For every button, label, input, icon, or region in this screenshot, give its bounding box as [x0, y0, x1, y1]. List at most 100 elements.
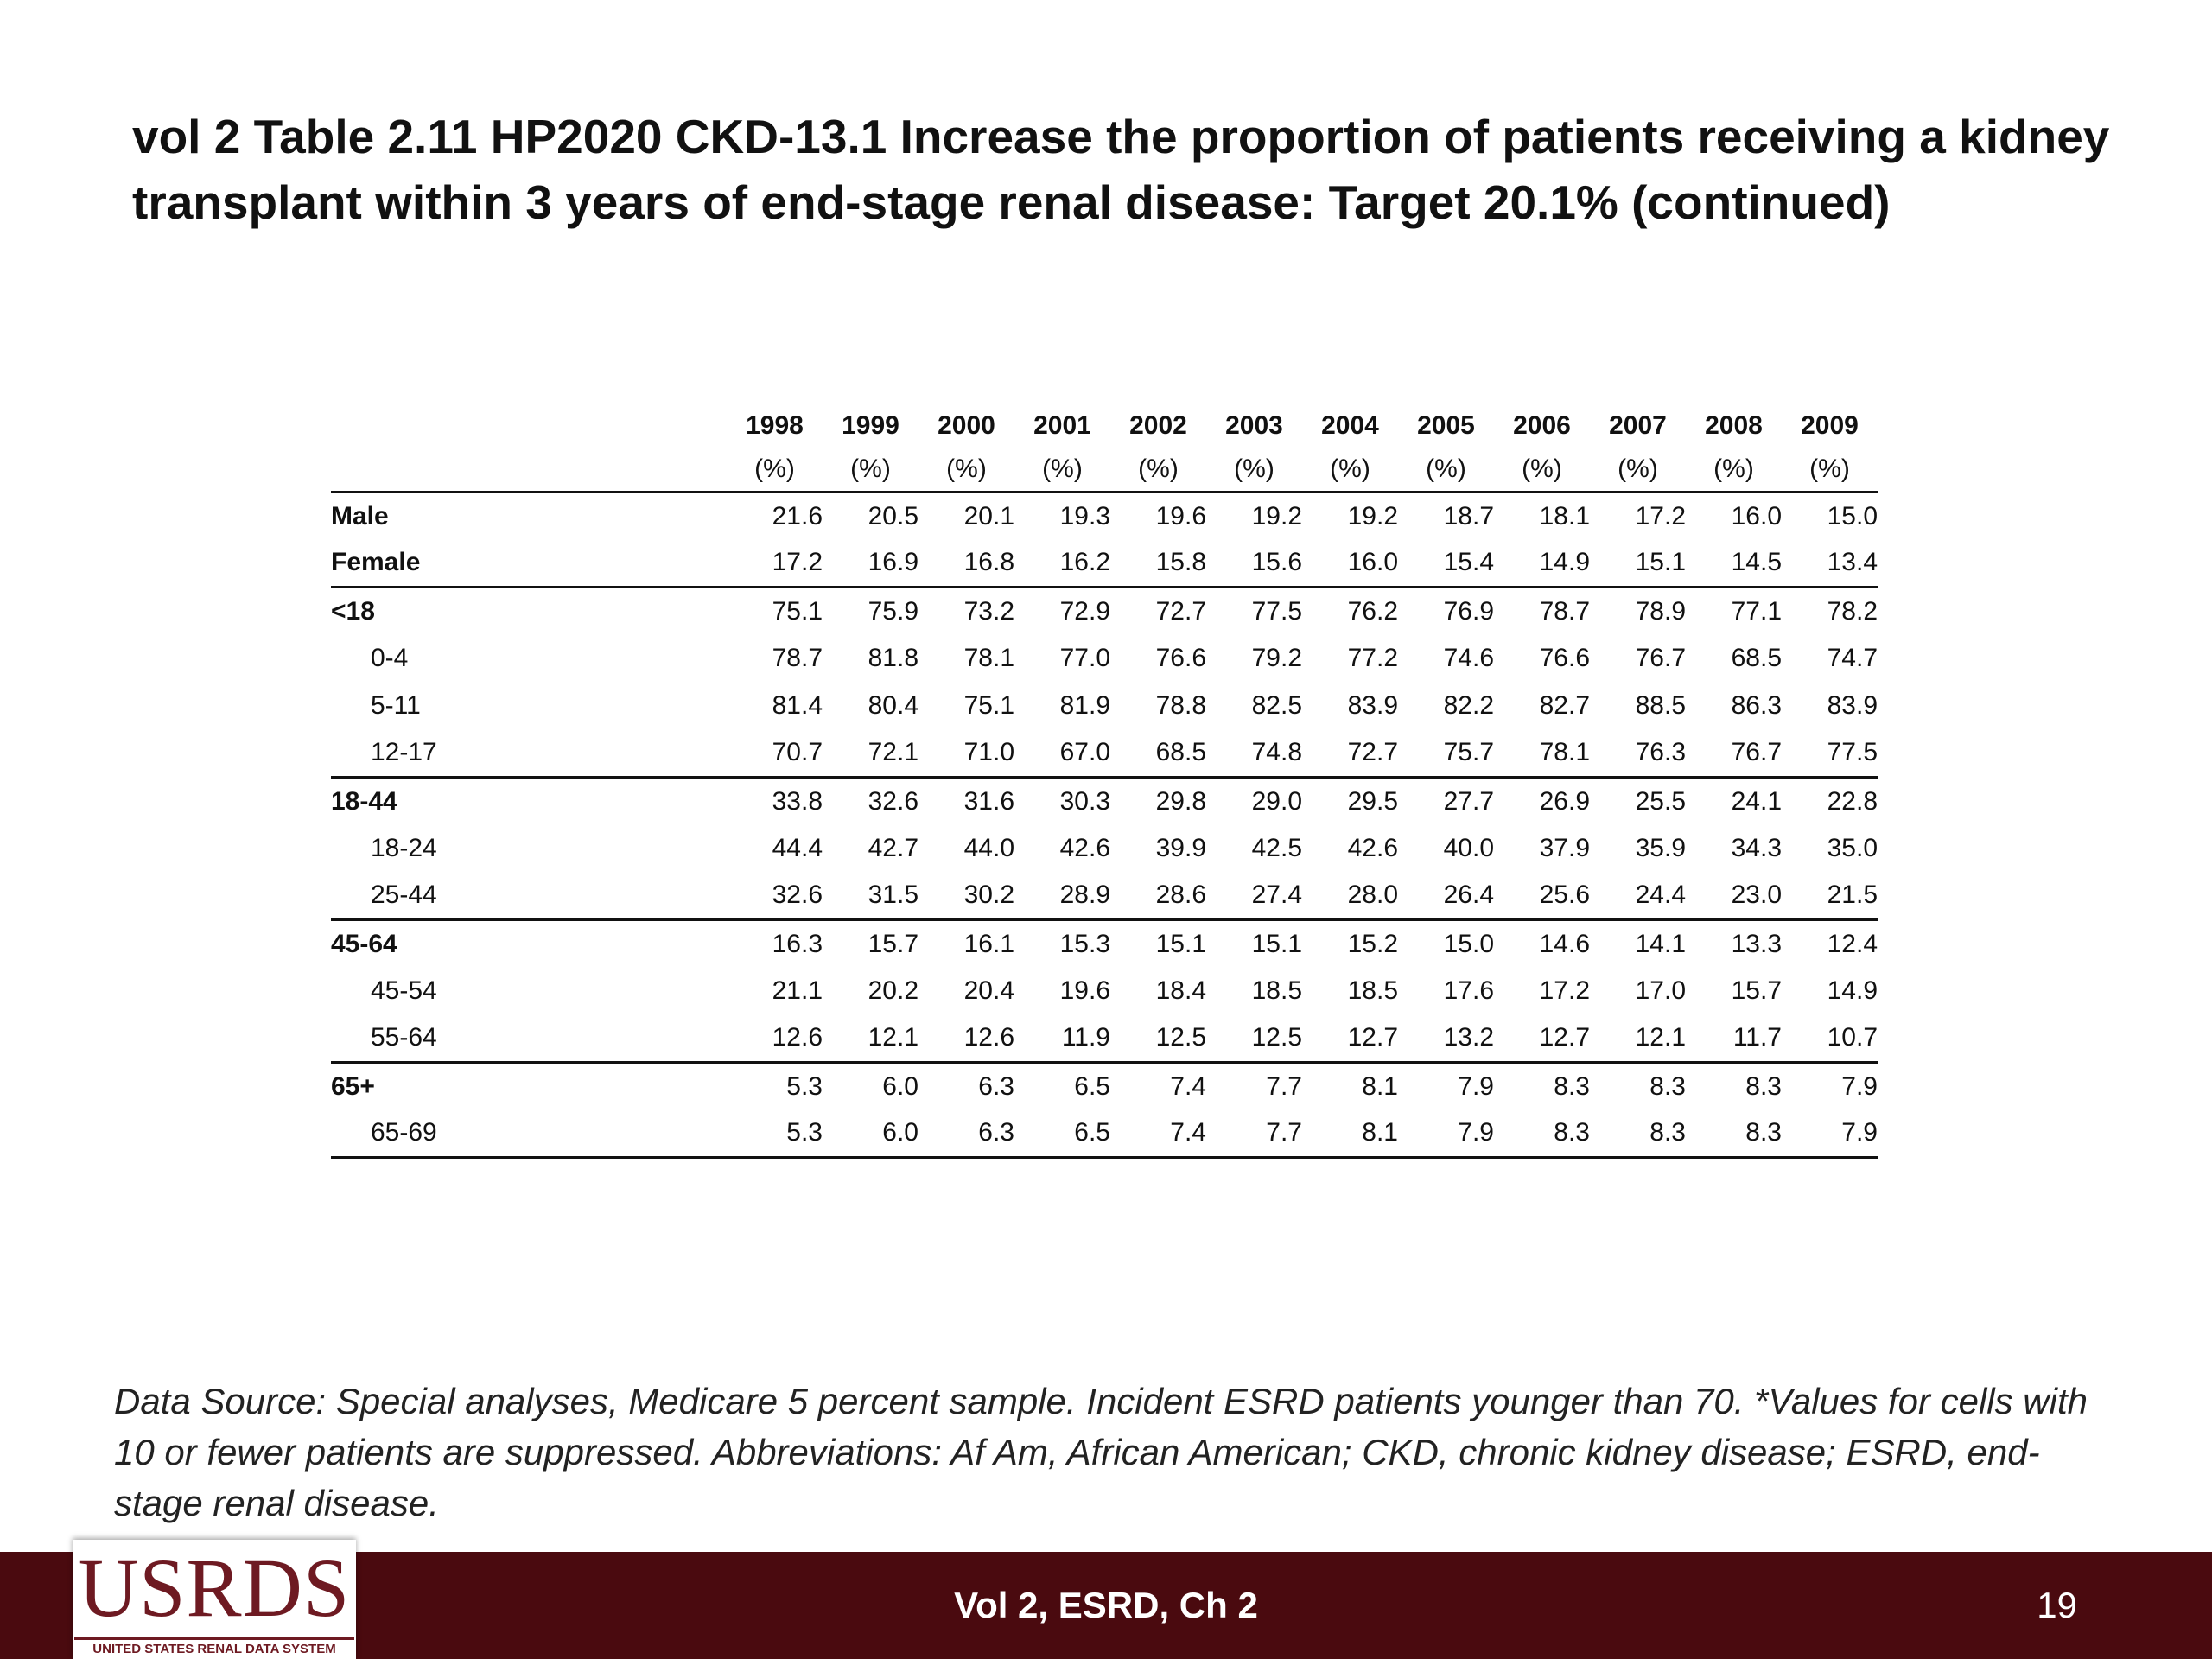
table-cell: 15.0	[1827, 501, 1878, 531]
table-cell: 29.5	[1302, 776, 1398, 825]
table-cell: 14.9	[1539, 548, 1590, 577]
table-cell: 75.1	[727, 586, 823, 635]
table-cell: 71.0	[963, 738, 1014, 767]
table-cell: 18.1	[1539, 501, 1590, 531]
table-cell: 78.9	[1590, 586, 1686, 635]
table-row: 12-17 70.7 72.1 71.0 67.0 68.5 74.8 72.7 75.7 78.…	[331, 730, 1878, 778]
table-cell: 82.7	[1539, 691, 1590, 720]
table-cell: 12.1	[1635, 1023, 1686, 1052]
table-cell: 16.3	[727, 918, 823, 968]
year-header-2001: 2001	[1033, 411, 1091, 440]
table-cell: 14.9	[1827, 976, 1878, 1005]
table-cell: 20.1	[963, 501, 1014, 531]
table-cell: 72.1	[868, 738, 918, 767]
table-cell: 76.9	[1398, 586, 1494, 635]
table-cell: 19.6	[1155, 501, 1206, 531]
unit-header: (%)	[1398, 448, 1494, 493]
unit-header: (%)	[1686, 448, 1782, 493]
year-header-row: 1998 1999 2000 2001 2002 2003 2004 2005 2006 2007…	[331, 404, 1878, 448]
year-header-2007: 2007	[1609, 411, 1667, 440]
table-cell: 11.7	[1732, 1023, 1782, 1052]
table-cell: 15.0	[1398, 918, 1494, 968]
table-row: 25-44 32.6 31.5 30.2 28.9 28.6 27.4 28.0 26.4 25.…	[331, 873, 1878, 920]
table-cell: 27.7	[1398, 776, 1494, 825]
table-cell: 77.5	[1827, 738, 1878, 767]
table-cell: 12.6	[772, 1023, 823, 1052]
table-cell: 83.9	[1827, 691, 1878, 720]
table-cell: 20.5	[868, 501, 918, 531]
table-header: 1998 1999 2000 2001 2002 2003 2004 2005 2006 2007…	[331, 404, 1878, 493]
table-cell: 40.0	[1443, 834, 1494, 862]
table-cell: 25.5	[1590, 776, 1686, 825]
table-cell: 81.9	[1059, 691, 1110, 720]
table-cell: 76.7	[1635, 644, 1686, 672]
table-cell: 28.9	[1059, 880, 1110, 910]
table-cell: 7.9	[1782, 1061, 1878, 1110]
logo-subtitle: UNITED STATES RENAL DATA SYSTEM	[92, 1642, 336, 1656]
row-label: 0-4	[371, 644, 409, 672]
table-cell: 82.2	[1443, 691, 1494, 720]
table-cell: 8.3	[1686, 1061, 1782, 1110]
table-cell: 79.2	[1251, 644, 1302, 672]
table-cell: 78.2	[1782, 586, 1878, 635]
table-cell: 75.9	[823, 586, 918, 635]
row-label: 18-24	[371, 834, 437, 862]
table-cell: 6.3	[918, 1109, 1014, 1159]
table-cell: 19.6	[1059, 976, 1110, 1005]
table-cell: 29.8	[1110, 776, 1206, 825]
table-cell: 8.3	[1686, 1109, 1782, 1159]
table-cell: 74.7	[1827, 644, 1878, 672]
row-label: 12-17	[371, 738, 437, 767]
table-cell: 20.2	[868, 976, 918, 1005]
year-header-1999: 1999	[842, 411, 899, 440]
table-cell: 21.1	[772, 976, 823, 1005]
table-cell: 78.1	[1539, 738, 1590, 767]
table-cell: 44.0	[963, 834, 1014, 862]
table-cell: 76.7	[1731, 738, 1782, 767]
table-cell: 77.2	[1347, 644, 1398, 672]
table-cell: 34.3	[1731, 834, 1782, 862]
table-cell: 17.0	[1635, 976, 1686, 1005]
table-cell: 81.4	[772, 691, 823, 720]
table-cell: 14.1	[1590, 918, 1686, 968]
unit-header: (%)	[918, 448, 1014, 493]
table-cell: 32.6	[823, 776, 918, 825]
table-cell: 75.1	[963, 691, 1014, 720]
table-cell: 15.7	[1731, 976, 1782, 1005]
row-label: <18	[331, 586, 727, 635]
table-cell: 7.7	[1206, 1109, 1302, 1159]
row-label: 45-64	[331, 918, 727, 968]
row-label: 65-69	[331, 1109, 727, 1159]
table-cell: 76.6	[1539, 644, 1590, 672]
table-cell: 24.1	[1686, 776, 1782, 825]
table-cell: 6.0	[823, 1109, 918, 1159]
table-cell: 18.5	[1347, 976, 1398, 1005]
table-cell: 19.2	[1347, 501, 1398, 531]
year-header-2003: 2003	[1225, 411, 1283, 440]
slide-title: vol 2 Table 2.11 HP2020 CKD-13.1 Increas…	[132, 110, 2110, 229]
table-cell: 18.4	[1155, 976, 1206, 1005]
table-cell: 12.5	[1251, 1023, 1302, 1052]
table-cell: 8.3	[1494, 1109, 1590, 1159]
table-cell: 24.4	[1635, 880, 1686, 910]
table-row: 18-44 33.8 32.6 31.6 30.3 29.8 29.0 29.5 27.7 26.…	[331, 776, 1878, 825]
table-cell: 72.9	[1014, 586, 1110, 635]
row-label: 55-64	[371, 1023, 437, 1052]
row-label: Male	[331, 501, 389, 531]
usrds-logo: USRDS UNITED STATES RENAL DATA SYSTEM	[73, 1540, 356, 1659]
table-cell: 86.3	[1731, 691, 1782, 720]
table-cell: 42.7	[868, 834, 918, 862]
table-cell: 75.7	[1443, 738, 1494, 767]
table-cell: 78.7	[1494, 586, 1590, 635]
year-header-2009: 2009	[1801, 411, 1859, 440]
table-cell: 13.2	[1443, 1023, 1494, 1052]
table-cell: 15.6	[1251, 548, 1302, 577]
table-cell: 28.6	[1155, 880, 1206, 910]
table-cell: 68.5	[1155, 738, 1206, 767]
row-label: Female	[331, 548, 421, 577]
table-cell: 15.8	[1155, 548, 1206, 577]
table-cell: 19.2	[1251, 501, 1302, 531]
table-cell: 18.7	[1443, 501, 1494, 531]
logo-divider	[74, 1637, 354, 1640]
table-cell: 30.2	[963, 880, 1014, 910]
